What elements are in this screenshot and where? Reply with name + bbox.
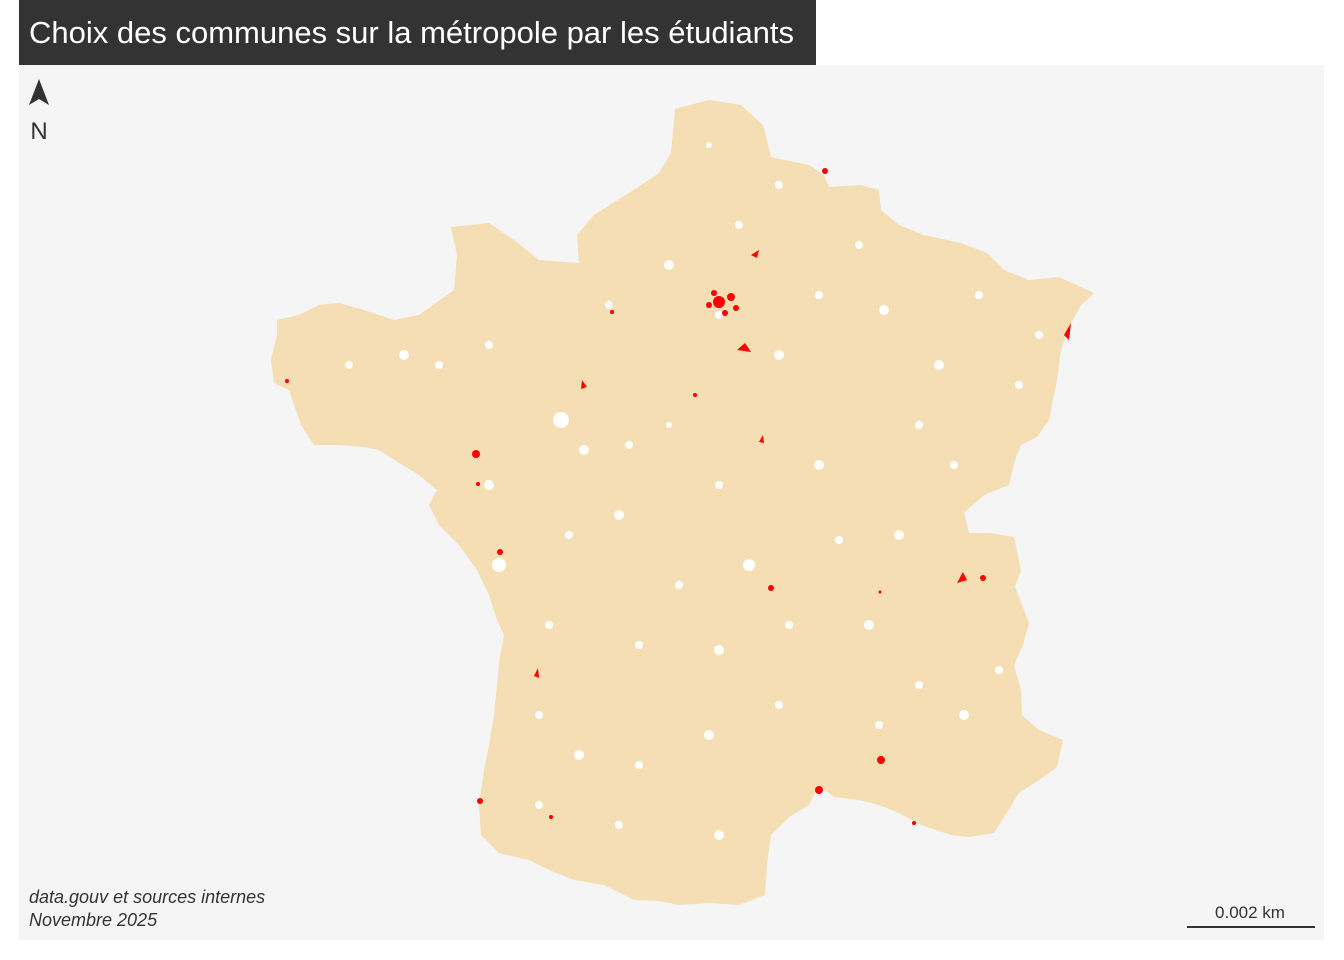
map-title: Choix des communes sur la métropole par … (19, 0, 816, 65)
commune-toulouse (549, 815, 553, 819)
commune-melun (737, 343, 751, 352)
commune-paris-3 (711, 290, 717, 296)
commune-orleans (693, 393, 697, 397)
commune-nantes (472, 450, 480, 458)
source-line-1: data.gouv et sources internes (29, 887, 266, 907)
commune-toulon (912, 821, 916, 825)
commune-le-mans (581, 380, 587, 389)
source-line-2: Novembre 2025 (29, 910, 158, 930)
commune-la-roche (476, 482, 480, 486)
commune-marseille (877, 756, 885, 764)
commune-caen (610, 310, 614, 314)
commune-lyon (878, 590, 882, 594)
commune-strasbourg (1064, 323, 1071, 340)
commune-paris (713, 296, 725, 308)
commune-clermont (768, 585, 774, 591)
commune-paris-5 (706, 302, 712, 308)
commune-bordeaux (534, 668, 539, 678)
commune-montpellier (815, 786, 823, 794)
map-panel: N data.gouv et sources internes Novembre… (19, 65, 1324, 940)
selected-communes (285, 168, 1071, 825)
commune-chambery (980, 575, 986, 581)
commune-bayonne (477, 798, 483, 804)
commune-paris-2 (727, 293, 735, 301)
commune-paris-4 (733, 305, 739, 311)
unselected-communes (345, 142, 1043, 840)
commune-annecy (957, 572, 967, 583)
north-arrow-icon: N (29, 79, 49, 143)
commune-brest (285, 379, 289, 383)
france-map (271, 100, 1094, 905)
commune-bourges (759, 435, 764, 443)
scale-label: 0.002 km (1215, 903, 1285, 922)
commune-paris-6 (722, 310, 728, 316)
scale-line (1187, 926, 1315, 928)
commune-la-rochelle (497, 549, 503, 555)
commune-lille (822, 168, 828, 174)
commune-compiegne (751, 250, 759, 258)
source-caption: data.gouv et sources internes Novembre 2… (29, 886, 265, 932)
north-label: N (30, 118, 47, 143)
france-land (271, 100, 1094, 905)
scale-bar: 0.002 km (1187, 903, 1317, 929)
